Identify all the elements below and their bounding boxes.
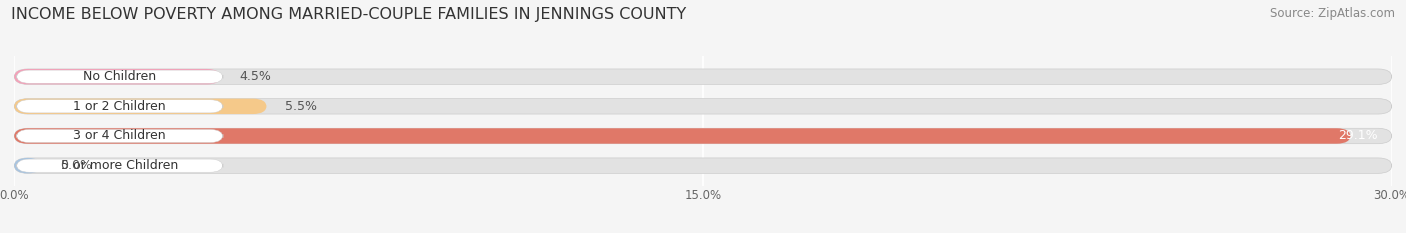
FancyBboxPatch shape: [14, 99, 1392, 114]
Text: No Children: No Children: [83, 70, 156, 83]
Text: INCOME BELOW POVERTY AMONG MARRIED-COUPLE FAMILIES IN JENNINGS COUNTY: INCOME BELOW POVERTY AMONG MARRIED-COUPL…: [11, 7, 686, 22]
FancyBboxPatch shape: [14, 128, 1351, 144]
Text: 4.5%: 4.5%: [239, 70, 271, 83]
FancyBboxPatch shape: [14, 99, 267, 114]
FancyBboxPatch shape: [17, 130, 224, 143]
FancyBboxPatch shape: [14, 158, 1392, 173]
Text: 5.5%: 5.5%: [285, 100, 316, 113]
Text: 3 or 4 Children: 3 or 4 Children: [73, 130, 166, 143]
Text: Source: ZipAtlas.com: Source: ZipAtlas.com: [1270, 7, 1395, 20]
FancyBboxPatch shape: [14, 158, 42, 173]
Text: 0.0%: 0.0%: [60, 159, 91, 172]
FancyBboxPatch shape: [14, 69, 1392, 84]
FancyBboxPatch shape: [17, 70, 224, 83]
Text: 1 or 2 Children: 1 or 2 Children: [73, 100, 166, 113]
FancyBboxPatch shape: [17, 159, 224, 172]
Text: 5 or more Children: 5 or more Children: [60, 159, 179, 172]
Text: 29.1%: 29.1%: [1339, 130, 1378, 143]
FancyBboxPatch shape: [17, 100, 224, 113]
FancyBboxPatch shape: [14, 69, 221, 84]
FancyBboxPatch shape: [14, 128, 1392, 144]
